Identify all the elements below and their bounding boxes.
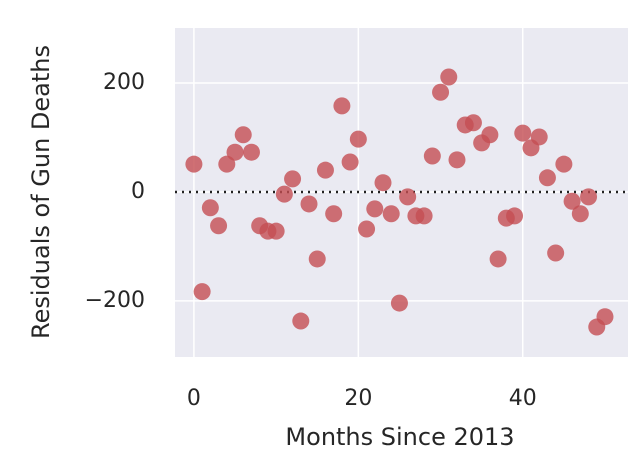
point xyxy=(563,192,581,210)
x-tick-label: 20 xyxy=(344,386,372,411)
point xyxy=(555,155,573,173)
point xyxy=(382,205,400,223)
point xyxy=(415,207,433,225)
point xyxy=(325,205,343,223)
y-tick-label: 0 xyxy=(131,179,145,204)
point xyxy=(349,130,367,148)
point xyxy=(596,308,614,326)
point xyxy=(284,170,302,188)
point xyxy=(432,83,450,101)
x-tick-label: 0 xyxy=(187,386,201,411)
y-tick-label: −200 xyxy=(85,288,145,313)
point xyxy=(333,97,351,115)
point xyxy=(358,220,376,238)
point xyxy=(481,126,499,144)
point xyxy=(440,68,458,86)
point xyxy=(506,207,524,225)
point xyxy=(292,312,310,330)
point xyxy=(308,250,326,268)
point xyxy=(423,147,441,165)
point xyxy=(234,126,252,144)
point xyxy=(185,155,203,173)
x-tick-label: 40 xyxy=(509,386,537,411)
point xyxy=(464,114,482,132)
x-axis-label: Months Since 2013 xyxy=(285,423,514,451)
point xyxy=(366,200,384,218)
point xyxy=(193,283,211,301)
point xyxy=(242,143,260,161)
point xyxy=(316,161,334,179)
point xyxy=(374,174,392,192)
point xyxy=(275,185,293,203)
point xyxy=(571,205,589,223)
point xyxy=(547,244,565,262)
point xyxy=(399,188,417,206)
point xyxy=(538,169,556,187)
point xyxy=(341,153,359,171)
point xyxy=(218,155,236,173)
point xyxy=(489,250,507,268)
point xyxy=(448,151,466,169)
point xyxy=(226,143,244,161)
point xyxy=(580,188,598,206)
point xyxy=(530,128,548,146)
point xyxy=(390,294,408,312)
y-tick-label: 200 xyxy=(103,70,145,95)
point xyxy=(300,195,318,213)
point xyxy=(514,124,532,142)
point xyxy=(267,222,285,240)
point xyxy=(210,217,228,235)
point xyxy=(201,199,219,217)
y-axis-label: Residuals of Gun Deaths xyxy=(27,45,55,339)
